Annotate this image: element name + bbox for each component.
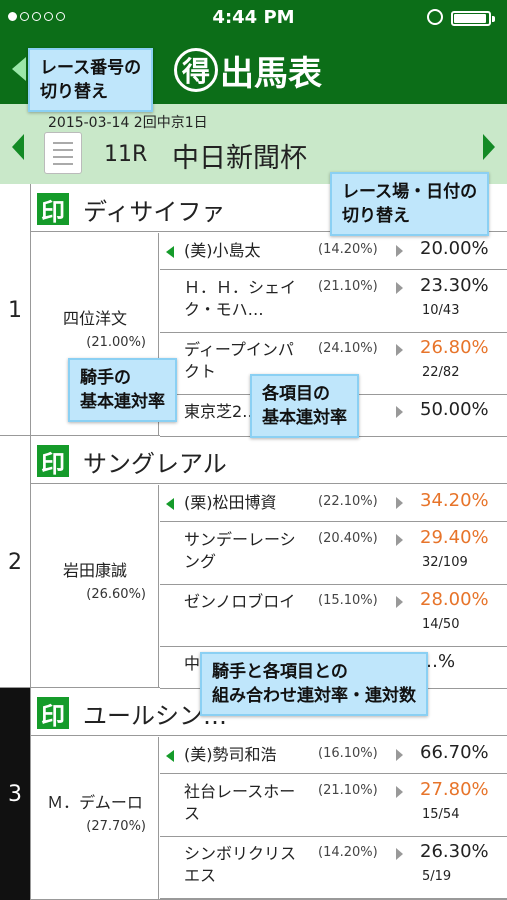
row-base-rate: (24.10%) — [318, 341, 378, 356]
chevron-right-icon — [396, 497, 403, 509]
jockey-name: Ｍ．デムーロ — [33, 789, 157, 813]
tip-race-switch: レース番号の 切り替え — [28, 48, 153, 112]
jockey-cell[interactable]: 岩田康誠 (26.60%) — [33, 485, 159, 688]
expand-left-icon[interactable] — [166, 498, 174, 510]
row-combo-count: 5/19 — [422, 869, 451, 884]
jockey-rate: (26.60%) — [86, 587, 146, 602]
row-name: ゼンノロブロイ — [184, 591, 304, 613]
race-number: 11R — [104, 142, 147, 167]
horse-name: サングレアル — [83, 444, 227, 479]
race-date: 2015-03-14 2回中京1日 — [48, 112, 208, 132]
expand-left-icon[interactable] — [166, 246, 174, 258]
race-list-icon[interactable] — [44, 132, 82, 174]
post-number: 2 — [0, 436, 31, 688]
title-text: 出馬表 — [220, 46, 322, 95]
chevron-right-icon — [396, 848, 403, 860]
row-combo-count: 15/54 — [422, 807, 459, 822]
prev-race-button[interactable] — [12, 134, 28, 162]
chevron-right-icon — [396, 596, 403, 608]
row-combo-count: 14/50 — [422, 617, 459, 632]
jockey-name: 四位洋文 — [33, 305, 157, 329]
chevron-right-icon — [396, 344, 403, 356]
mark-icon[interactable]: 印 — [37, 697, 69, 729]
status-bar: 4:44 PM — [0, 0, 507, 36]
post-number: 1 — [0, 184, 31, 436]
rotation-lock-icon — [427, 9, 443, 25]
row-base-rate: (21.10%) — [318, 279, 378, 294]
row-combo-rate: 20.00% — [420, 238, 489, 259]
jockey-name: 岩田康誠 — [33, 557, 157, 581]
mark-icon[interactable]: 印 — [37, 445, 69, 477]
tip-venue-switch: レース場・日付の 切り替え — [330, 172, 489, 236]
jockey-rate: (27.70%) — [86, 819, 146, 834]
chevron-right-icon — [396, 749, 403, 761]
row-base-rate: (21.10%) — [318, 783, 378, 798]
chevron-right-icon — [396, 786, 403, 798]
next-race-button[interactable] — [479, 134, 495, 162]
row-combo-rate: 50.00% — [420, 399, 489, 420]
stat-row[interactable]: ゼンノロブロイ (15.10%) 28.00% 14/50 — [160, 585, 507, 647]
post-number: 3 — [0, 688, 31, 900]
row-combo-rate: 26.30% — [420, 841, 489, 862]
tip-combo-rate: 騎手と各項目との 組み合わせ連対率・連対数 — [200, 652, 428, 716]
stat-row[interactable]: (美)小島太 (14.20%) 20.00% — [160, 234, 507, 270]
title-badge: 得 — [174, 48, 218, 92]
row-name: (美)小島太 — [184, 240, 314, 262]
chevron-right-icon — [396, 282, 403, 294]
mark-icon[interactable]: 印 — [37, 193, 69, 225]
row-combo-rate: 34.20% — [420, 490, 489, 511]
horse-header[interactable]: 印サングレアル — [31, 436, 507, 484]
row-base-rate: (22.10%) — [318, 494, 378, 509]
battery-icon — [451, 11, 491, 26]
row-combo-rate: 23.30% — [420, 275, 489, 296]
chevron-right-icon — [396, 534, 403, 546]
row-base-rate: (14.20%) — [318, 242, 378, 257]
stat-row[interactable]: (栗)松田博資 (22.10%) 34.20% — [160, 486, 507, 522]
row-combo-count: 22/82 — [422, 365, 459, 380]
row-name: (美)勢司和浩 — [184, 744, 314, 766]
row-combo-rate: 66.70% — [420, 742, 489, 763]
stat-row[interactable]: 社台レースホース (21.10%) 27.80% 15/54 — [160, 775, 507, 837]
stat-row[interactable]: シンボリクリスエス (14.20%) 26.30% 5/19 — [160, 837, 507, 899]
row-name: シンボリクリスエス — [184, 843, 304, 887]
row-name: サンデーレーシング — [184, 529, 304, 573]
stat-row[interactable]: サンデーレーシング (20.40%) 29.40% 32/109 — [160, 523, 507, 585]
row-combo-rate: 27.80% — [420, 779, 489, 800]
jockey-cell[interactable]: Ｍ．デムーロ (27.70%) — [33, 737, 159, 900]
row-base-rate: (16.10%) — [318, 746, 378, 761]
row-name: 社台レースホース — [184, 781, 304, 825]
row-combo-rate: 26.80% — [420, 337, 489, 358]
horse-name: ディサイファ — [83, 192, 225, 227]
row-combo-count: 10/43 — [422, 303, 459, 318]
stat-row[interactable]: Ｈ．Ｈ．シェイク・モハ… (21.10%) 23.30% 10/43 — [160, 271, 507, 333]
row-name: Ｈ．Ｈ．シェイク・モハ… — [184, 277, 304, 321]
tip-jockey-rate: 騎手の 基本連対率 — [68, 358, 177, 422]
horse-entry: 2 印サングレアル岩田康誠 (26.60%) (栗)松田博資 (22.10%) 34.20… — [0, 436, 507, 688]
chevron-right-icon — [396, 406, 403, 418]
row-base-rate: (15.10%) — [318, 593, 378, 608]
row-base-rate: (14.20%) — [318, 845, 378, 860]
row-name: (栗)松田博資 — [184, 492, 314, 514]
jockey-rate: (21.00%) — [86, 335, 146, 350]
chevron-right-icon — [396, 245, 403, 257]
expand-left-icon[interactable] — [166, 750, 174, 762]
horse-entry: 3 印ユールシン… Ｍ．デムーロ (27.70%) (美)勢司和浩 (16.10%) 66.… — [0, 688, 507, 900]
row-combo-count: 32/109 — [422, 555, 468, 570]
row-base-rate: (20.40%) — [318, 531, 378, 546]
page-title: 得 出馬表 — [174, 46, 322, 94]
tip-item-rate: 各項目の 基本連対率 — [250, 374, 359, 438]
race-name: 中日新聞杯 — [172, 136, 307, 175]
row-combo-rate: 29.40% — [420, 527, 489, 548]
row-combo-rate: 28.00% — [420, 589, 489, 610]
stat-row[interactable]: (美)勢司和浩 (16.10%) 66.70% — [160, 738, 507, 774]
